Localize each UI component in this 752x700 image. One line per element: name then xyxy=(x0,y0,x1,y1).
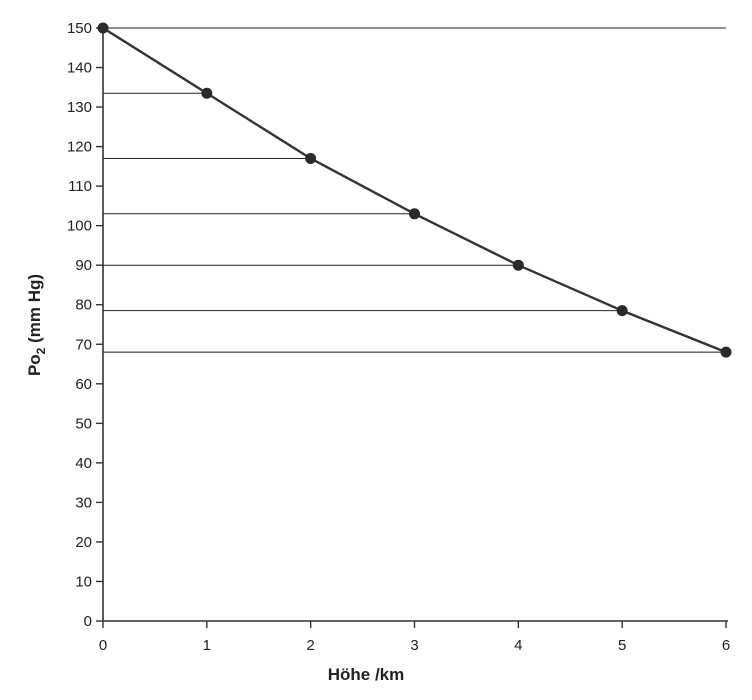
x-tick-label: 6 xyxy=(722,637,730,654)
y-tick-label: 0 xyxy=(84,613,92,630)
x-axis-ticks: 0 1 2 3 4 5 6 xyxy=(99,621,730,654)
x-axis-title: Höhe /km xyxy=(328,665,405,684)
y-tick-label: 80 xyxy=(75,297,92,314)
y-tick-label: 50 xyxy=(75,415,92,432)
y-tick-label: 100 xyxy=(67,218,92,235)
y-tick-label: 150 xyxy=(67,20,92,37)
axes xyxy=(102,26,728,622)
data-point xyxy=(616,305,628,317)
y-tick-label: 120 xyxy=(67,139,92,156)
data-point xyxy=(409,208,420,220)
y-axis-title: Po2 (mm Hg) xyxy=(25,274,48,376)
y-axis-title-unit: (mm Hg) xyxy=(25,274,44,348)
y-tick-label: 70 xyxy=(75,336,92,353)
y-axis-title-main: Po xyxy=(25,354,44,376)
x-tick-label: 0 xyxy=(99,637,107,654)
y-tick-label: 40 xyxy=(75,455,92,472)
series-group xyxy=(97,22,732,358)
x-tick-label: 5 xyxy=(618,637,626,654)
y-axis-title-subscript: 2 xyxy=(34,347,48,354)
y-tick-label: 20 xyxy=(75,534,92,551)
data-point xyxy=(512,259,524,271)
y-tick-label: 30 xyxy=(75,494,92,511)
x-tick-label: 4 xyxy=(514,637,522,654)
y-tick-label: 140 xyxy=(67,60,92,77)
x-tick-label: 3 xyxy=(410,637,418,654)
y-tick-label: 130 xyxy=(67,99,92,116)
data-point xyxy=(201,87,213,99)
data-point xyxy=(97,22,109,34)
series-line xyxy=(102,26,727,354)
y-axis-ticks: 0 10 20 30 40 50 60 70 80 90 100 110 120 130 140 150 xyxy=(67,20,103,630)
value-guide-lines xyxy=(103,27,726,353)
x-tick-label: 2 xyxy=(306,637,314,654)
x-tick-label: 1 xyxy=(203,637,211,654)
y-tick-label: 60 xyxy=(75,376,92,393)
data-point xyxy=(305,152,317,164)
data-point xyxy=(720,346,732,358)
y-tick-label: 90 xyxy=(75,257,92,274)
y-tick-label: 10 xyxy=(75,573,92,590)
y-tick-label: 110 xyxy=(68,178,92,195)
